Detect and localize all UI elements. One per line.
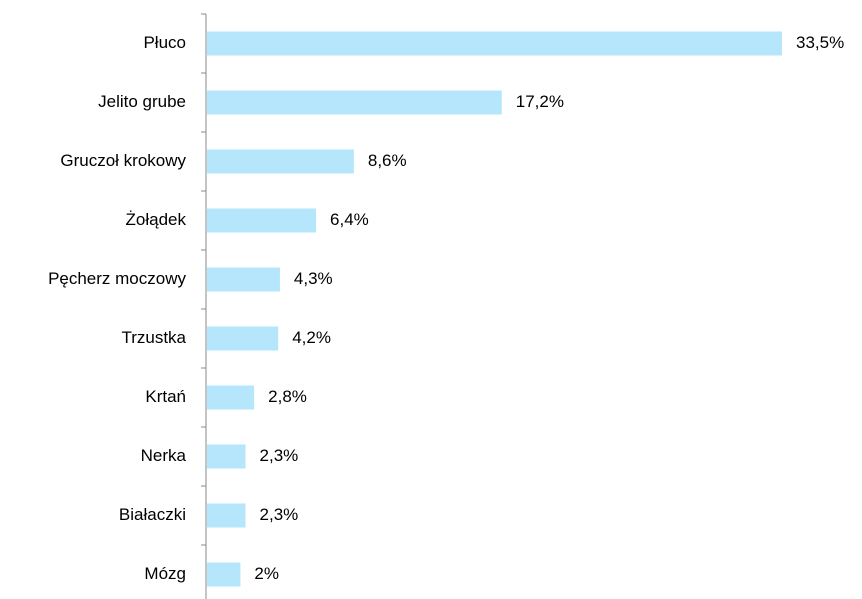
bar [207,503,246,528]
value-label: 33,5% [796,33,844,52]
value-label: 6,4% [330,210,369,229]
category-label: Płuco [143,33,186,52]
value-label: 17,2% [516,92,564,111]
category-label: Żołądek [126,210,187,229]
value-label: 8,6% [368,151,407,170]
value-label: 2,3% [260,446,299,465]
value-label: 2% [254,564,279,583]
category-label: Jelito grube [98,92,186,111]
category-label: Krtań [145,387,186,406]
category-label: Nerka [141,446,187,465]
value-label: 4,2% [292,328,331,347]
bar [207,385,255,410]
category-label: Gruczoł krokowy [60,151,186,170]
bar [207,149,354,174]
category-label: Mózg [144,564,186,583]
bar [207,444,246,469]
bar [207,562,241,587]
value-label: 2,3% [260,505,299,524]
category-label: Białaczki [119,505,186,524]
category-label: Trzustka [121,328,186,347]
bar [207,326,279,351]
category-label: Pęcherz moczowy [48,269,186,288]
value-label: 2,8% [268,387,307,406]
value-label: 4,3% [294,269,333,288]
bar [207,31,782,56]
bar [207,90,502,115]
bar [207,267,280,292]
bar [207,208,317,233]
